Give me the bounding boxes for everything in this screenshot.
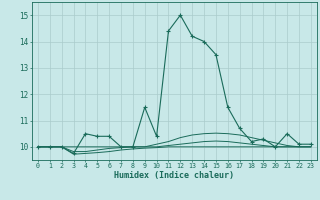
X-axis label: Humidex (Indice chaleur): Humidex (Indice chaleur) bbox=[115, 171, 234, 180]
